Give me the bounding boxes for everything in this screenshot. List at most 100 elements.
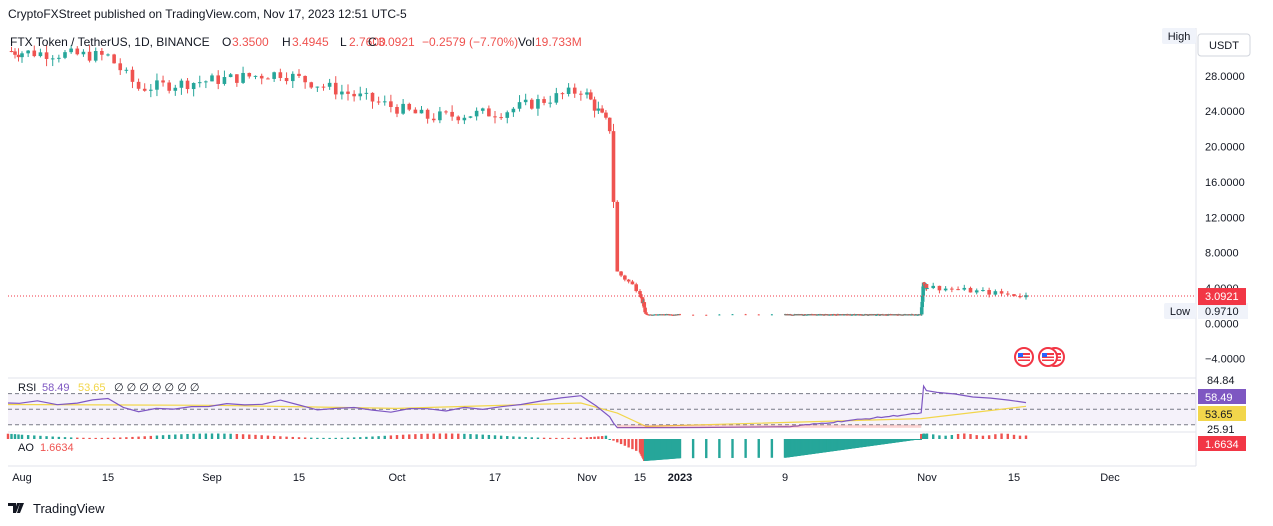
candle-body: [626, 279, 631, 282]
ao-bar: [969, 434, 972, 439]
ao-bar: [530, 437, 533, 439]
ao-bar: [593, 436, 596, 439]
ao-bar: [241, 434, 245, 439]
footer-brand: TradingView: [33, 501, 105, 516]
candle-body: [431, 118, 436, 121]
ao-bar: [487, 434, 491, 439]
open-value: 3.3500: [232, 35, 269, 49]
ao-bar: [94, 437, 97, 439]
rsi-pane[interactable]: [7, 384, 1196, 429]
currency-button[interactable]: [1197, 33, 1251, 57]
low-label: L: [340, 35, 347, 49]
candle-body: [425, 109, 430, 119]
candle-body: [640, 297, 645, 304]
ao-bar: [975, 435, 978, 439]
candle-body: [974, 290, 979, 293]
candle-body: [1018, 296, 1022, 298]
vol-label: Vol: [518, 35, 535, 49]
ao-bar: [432, 433, 435, 439]
ao-bar: [143, 436, 146, 439]
candle-body: [731, 314, 734, 316]
candle-body: [272, 72, 276, 79]
low-value-text: 0.9710: [1205, 306, 1239, 318]
candlestick-series: [9, 44, 1028, 316]
candle-body: [588, 92, 593, 100]
candle-body: [987, 290, 991, 295]
ao-bar: [106, 437, 110, 439]
rsi-oversold-highlight: [617, 424, 922, 428]
ao-bar: [619, 439, 623, 445]
us-flag-icon[interactable]: [1038, 347, 1058, 367]
ao-bar: [691, 439, 695, 459]
candle-body: [943, 288, 948, 291]
candle-body: [297, 73, 301, 76]
low-value-tag: [1198, 303, 1248, 319]
rsi-axis-bottom: 25.91: [1207, 424, 1235, 436]
ao-bar: [561, 437, 564, 439]
candle-body: [407, 103, 412, 110]
ao-bar: [57, 436, 61, 439]
candle-body: [75, 48, 80, 55]
ao-bar: [956, 433, 960, 439]
high-tag: [1162, 28, 1196, 44]
ao-bar: [13, 434, 17, 439]
candle-body: [611, 131, 616, 202]
ao-bar: [444, 433, 448, 439]
close-label: C: [368, 35, 377, 49]
candle-body: [920, 301, 925, 308]
candle-body: [523, 99, 528, 103]
candle-body: [600, 108, 604, 113]
ao-bar: [475, 434, 478, 439]
candle-body: [161, 80, 165, 83]
candle-body: [358, 93, 363, 97]
ao-bar: [119, 437, 122, 439]
candle-body: [638, 291, 642, 295]
published-caption: CryptoFXStreet published on TradingView.…: [8, 7, 407, 21]
economic-events[interactable]: [1014, 347, 1065, 367]
time-axis[interactable]: Aug 15 Sep 15 Oct 17 Nov 15 2023 9 Nov 15 Dec: [12, 472, 1120, 484]
ao-bar: [229, 433, 232, 439]
ao-bar: [536, 437, 540, 439]
ao-bar: [705, 439, 708, 459]
rsi-line: [7, 384, 1027, 429]
ao-bar: [631, 439, 634, 450]
candle-body: [185, 80, 190, 90]
x-tick-label: Dec: [1100, 472, 1120, 484]
ao-bar: [1012, 434, 1016, 439]
candle-body: [247, 72, 252, 77]
us-flag-icon[interactable]: [1014, 347, 1034, 367]
x-tick-label: Nov: [577, 472, 597, 484]
candle-body: [968, 287, 973, 293]
price-axis[interactable]: 28.0000 24.0000 20.0000 16.0000 12.0000 8.000…: [1205, 71, 1245, 366]
candle-body: [642, 302, 647, 308]
candle-body: [401, 103, 405, 114]
candle-body: [315, 86, 320, 88]
ao-bar: [377, 436, 380, 439]
candle-body: [993, 291, 998, 295]
candle-body: [278, 72, 283, 78]
candle-body: [327, 82, 332, 87]
ao-bar: [401, 434, 405, 439]
candle-body: [16, 54, 21, 58]
y-tick-label: 20.0000: [1205, 142, 1245, 154]
candle-body: [919, 307, 924, 315]
ao-bar: [408, 434, 411, 439]
ao-bar: [112, 437, 116, 439]
ao-bar: [420, 433, 423, 439]
candle-body: [692, 314, 695, 316]
candle-body: [204, 81, 208, 83]
ao-bar: [506, 436, 509, 439]
high-label: H: [282, 35, 291, 49]
y-tick-label: 16.0000: [1205, 177, 1245, 189]
ao-bar: [757, 439, 760, 458]
candle-body: [604, 112, 608, 118]
candle-body: [644, 312, 648, 314]
candle-body: [124, 69, 129, 71]
ao-pane[interactable]: [6, 433, 1028, 461]
ao-bar: [297, 437, 301, 439]
ao-bar: [51, 436, 54, 439]
rsi-value-tag: [1198, 389, 1246, 404]
ao-bar: [217, 433, 220, 439]
y-tick-label: −4.0000: [1205, 354, 1245, 366]
